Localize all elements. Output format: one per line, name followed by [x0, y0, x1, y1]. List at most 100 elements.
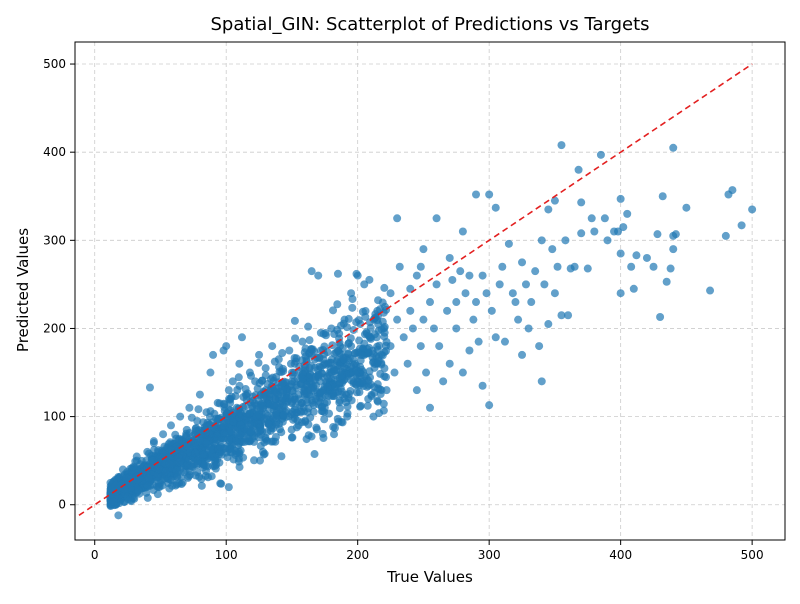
data-point [682, 203, 691, 212]
data-point [216, 442, 225, 451]
data-point [270, 357, 279, 366]
data-point [307, 267, 316, 276]
data-point [419, 315, 428, 324]
data-point [632, 251, 641, 260]
data-point [194, 405, 203, 414]
data-point [185, 403, 194, 412]
data-point [224, 436, 233, 445]
x-tick-label: 400 [609, 548, 632, 562]
data-point [235, 381, 244, 390]
data-point [577, 198, 586, 207]
data-point [380, 364, 389, 373]
data-point [266, 400, 275, 409]
data-point [213, 435, 222, 444]
data-point [360, 330, 369, 339]
data-point [487, 306, 496, 315]
data-point [590, 227, 599, 236]
data-point [435, 342, 444, 351]
data-point [333, 300, 342, 309]
data-point [193, 468, 202, 477]
data-point [412, 386, 421, 395]
data-point [155, 482, 164, 491]
data-point [356, 401, 365, 410]
data-point [176, 412, 185, 421]
data-point [340, 394, 349, 403]
data-point [518, 258, 527, 267]
data-point [291, 334, 300, 343]
data-point [292, 423, 301, 432]
data-point [458, 368, 467, 377]
data-point [737, 221, 746, 230]
data-point [658, 192, 667, 201]
data-point [616, 194, 625, 203]
data-point [333, 325, 342, 334]
data-point [656, 313, 665, 322]
data-point [203, 418, 212, 427]
data-point [291, 402, 300, 411]
data-point [550, 196, 559, 205]
x-tick-label: 200 [346, 548, 369, 562]
y-tick-label: 300 [43, 233, 66, 247]
data-point [179, 468, 188, 477]
data-point [596, 150, 605, 159]
data-point [235, 463, 244, 472]
data-point [216, 479, 225, 488]
data-point [183, 460, 192, 469]
data-point [352, 370, 361, 379]
data-point [587, 214, 596, 223]
data-point [336, 342, 345, 351]
data-point [309, 407, 318, 416]
data-point [373, 397, 382, 406]
data-point [320, 415, 329, 424]
data-point [495, 280, 504, 289]
data-point [426, 298, 434, 307]
data-point [220, 422, 229, 431]
data-point [236, 446, 245, 455]
y-axis-label: Predicted Values [14, 228, 32, 352]
data-point [255, 456, 264, 465]
data-point [310, 450, 319, 459]
data-point [161, 467, 170, 476]
data-point [159, 430, 168, 439]
data-point [406, 284, 415, 293]
y-tick-label: 500 [43, 57, 66, 71]
data-point [472, 190, 481, 199]
data-point [268, 342, 277, 351]
data-point [346, 386, 355, 395]
data-point [154, 446, 163, 455]
data-point [207, 472, 216, 481]
data-point [166, 421, 175, 430]
data-point [498, 262, 507, 271]
data-point [469, 315, 478, 324]
data-point [352, 388, 361, 397]
data-point [623, 209, 632, 218]
data-point [285, 346, 294, 355]
data-point [535, 342, 544, 351]
data-point [557, 141, 566, 150]
data-point [408, 324, 417, 333]
data-point [557, 311, 566, 320]
data-point [416, 262, 425, 271]
data-point [531, 267, 540, 276]
data-point [290, 316, 299, 325]
data-point [452, 298, 461, 307]
data-point [318, 407, 327, 416]
data-point [349, 325, 358, 334]
data-point [508, 289, 517, 298]
data-point [574, 165, 583, 174]
data-point [144, 449, 153, 458]
data-point [246, 371, 255, 380]
data-point [208, 452, 217, 461]
data-point [352, 381, 361, 390]
data-point [248, 434, 257, 443]
x-axis-label: True Values [386, 568, 473, 586]
data-point [183, 473, 192, 482]
data-point [445, 253, 454, 262]
data-point [577, 229, 586, 238]
data-point [109, 497, 118, 506]
data-point [335, 361, 344, 370]
data-point [429, 324, 438, 333]
data-point [360, 280, 369, 289]
data-point [553, 262, 562, 271]
data-point [748, 205, 757, 214]
